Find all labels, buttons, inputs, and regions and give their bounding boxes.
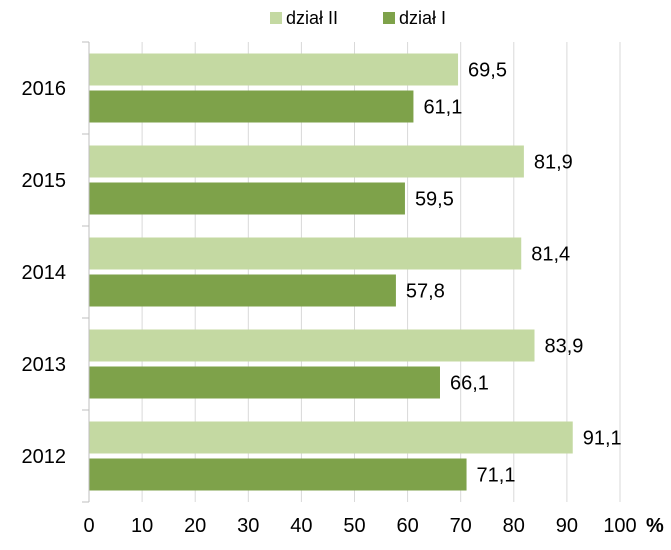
- x-tick-label: 100: [603, 515, 636, 537]
- bar: [89, 145, 524, 178]
- bar: [89, 458, 467, 491]
- data-label: 91,1: [583, 428, 622, 450]
- legend-swatch: [270, 12, 282, 24]
- x-tick-label: 0: [83, 515, 94, 537]
- x-tick-label: 80: [503, 515, 525, 537]
- bar: [89, 366, 440, 399]
- bar: [89, 274, 396, 307]
- bar: [89, 421, 573, 454]
- data-label: 57,8: [406, 281, 445, 303]
- bar: [89, 90, 414, 123]
- x-tick-label: 10: [131, 515, 153, 537]
- x-tick-label: 90: [556, 515, 578, 537]
- x-tick-label: 30: [237, 515, 259, 537]
- data-label: 83,9: [545, 336, 584, 358]
- category-label: 2014: [22, 262, 67, 284]
- data-label: 59,5: [415, 189, 454, 211]
- x-tick-label: 40: [290, 515, 312, 537]
- data-label: 81,4: [531, 244, 570, 266]
- axes: 0 10 20 30 40 50 60 70 80 90 100 % 2016 2015 2014 2013 2…: [22, 41, 664, 537]
- category-label: 2016: [22, 78, 67, 100]
- legend: dział II dział I: [270, 8, 446, 28]
- legend-swatch: [383, 12, 395, 24]
- data-label: 81,9: [534, 152, 573, 174]
- x-tick-label: 60: [396, 515, 418, 537]
- data-labels: 69,5 61,1 81,9 59,5 81,4 57,8 83,9 66,1 91,1 71,1: [406, 60, 622, 487]
- legend-label: dział II: [286, 8, 338, 28]
- legend-label: dział I: [399, 8, 446, 28]
- category-label: 2012: [22, 446, 67, 468]
- bar: [89, 329, 535, 362]
- data-label: 61,1: [423, 97, 462, 119]
- bar: [89, 53, 459, 86]
- x-tick-label: 50: [343, 515, 365, 537]
- category-label: 2015: [22, 170, 67, 192]
- bar: [89, 182, 405, 215]
- bars: [89, 53, 573, 491]
- bar: [89, 237, 522, 270]
- category-label: 2013: [22, 354, 67, 376]
- data-label: 66,1: [450, 373, 489, 395]
- x-tick-label: 20: [184, 515, 206, 537]
- data-label: 71,1: [477, 465, 516, 487]
- data-label: 69,5: [468, 60, 507, 82]
- x-tick-label: 70: [450, 515, 472, 537]
- x-unit-label: %: [646, 515, 664, 537]
